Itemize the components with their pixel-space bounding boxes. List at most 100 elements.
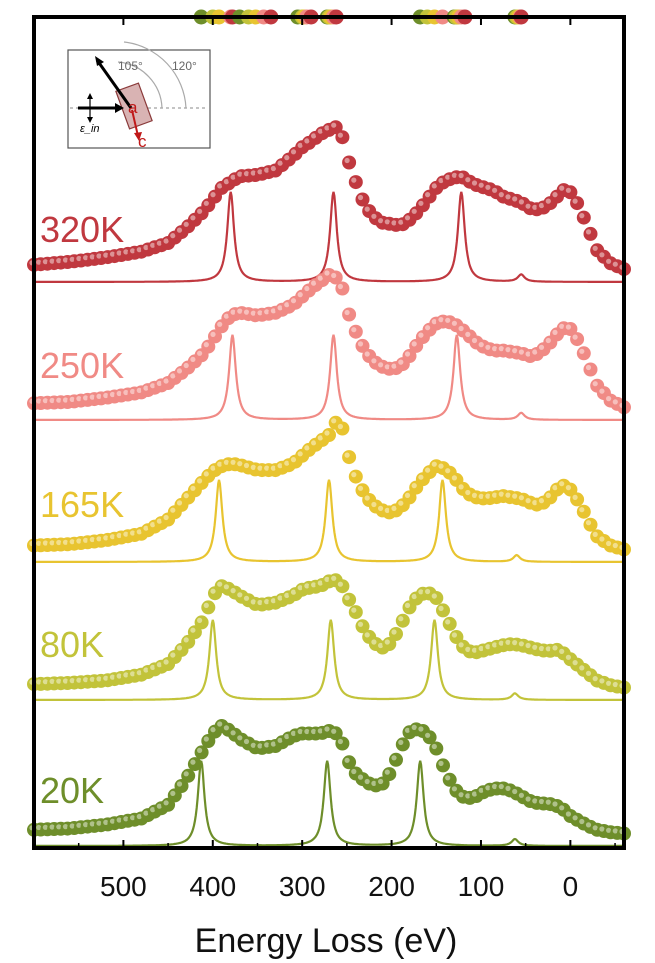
data-point-highlight — [471, 791, 478, 797]
data-point-highlight — [458, 172, 464, 179]
data-point — [570, 196, 585, 211]
data-point-highlight — [545, 646, 551, 652]
data-point — [335, 579, 350, 594]
data-point-highlight — [150, 242, 156, 248]
data-point-highlight — [384, 507, 390, 513]
series-80K: 80K — [27, 573, 631, 701]
data-point-highlight — [599, 678, 605, 684]
data-point-highlight — [606, 827, 612, 833]
inset-polarization-label: ε_in — [80, 123, 100, 135]
data-point-highlight — [217, 461, 223, 467]
data-point-highlight — [606, 258, 612, 264]
data-point-highlight — [465, 331, 471, 337]
x-tick-label: 400 — [189, 871, 236, 902]
data-point-highlight — [62, 539, 69, 545]
data-point-highlight — [384, 639, 390, 645]
data-point-highlight — [257, 465, 263, 471]
data-point-highlight — [431, 461, 437, 467]
data-point — [181, 768, 196, 783]
data-point-highlight — [425, 325, 431, 331]
data-point-highlight — [277, 463, 283, 469]
data-point-highlight — [391, 505, 397, 511]
data-point-highlight — [518, 199, 525, 205]
data-point-highlight — [257, 743, 263, 749]
series-label-250K: 250K — [40, 345, 124, 386]
data-point-highlight — [337, 423, 343, 430]
data-point-highlight — [505, 194, 511, 200]
data-point-highlight — [378, 778, 384, 785]
data-point-highlight — [505, 639, 511, 645]
data-point-highlight — [317, 435, 323, 441]
data-point-highlight — [512, 788, 518, 795]
data-point-highlight — [404, 492, 411, 498]
data-point-highlight — [331, 575, 337, 581]
data-point-highlight — [404, 351, 411, 357]
data-point-highlight — [297, 451, 303, 457]
data-point — [335, 421, 350, 436]
data-point-highlight — [538, 645, 545, 652]
data-point-highlight — [49, 678, 55, 685]
data-point-highlight — [163, 378, 169, 384]
data-point-highlight — [458, 792, 464, 798]
data-point-highlight — [156, 380, 162, 386]
x-tick-label: 100 — [458, 871, 505, 902]
data-point-highlight — [525, 796, 531, 802]
data-point-highlight — [552, 645, 558, 651]
data-point-highlight — [337, 283, 343, 290]
data-point-highlight — [465, 177, 471, 183]
data-point-highlight — [518, 349, 525, 355]
inset-angle-120: 120° — [172, 59, 197, 73]
data-point-highlight — [559, 185, 565, 191]
data-point-highlight — [284, 155, 290, 161]
data-point-highlight — [344, 157, 350, 164]
data-point — [576, 210, 591, 225]
data-point — [395, 613, 410, 628]
series-165K: 165K — [27, 415, 631, 563]
data-point-highlight — [197, 747, 203, 754]
data-point-highlight — [237, 308, 243, 314]
data-point-highlight — [42, 824, 49, 830]
data-point-highlight — [49, 258, 55, 264]
data-point-highlight — [257, 599, 263, 606]
data-point-highlight — [183, 493, 189, 499]
data-point-highlight — [478, 645, 484, 652]
data-point-highlight — [532, 500, 538, 506]
data-point-highlight — [203, 602, 209, 609]
data-point-highlight — [304, 138, 310, 144]
series-dots-165K — [27, 415, 631, 557]
data-point-highlight — [512, 493, 518, 499]
x-tick-label: 200 — [368, 871, 415, 902]
series-line-250K — [34, 334, 624, 421]
data-point-highlight — [210, 465, 216, 471]
data-point-highlight — [485, 785, 491, 791]
data-point-highlight — [592, 676, 598, 682]
data-point-highlight — [230, 309, 236, 315]
inset-incident-arrow — [95, 59, 133, 109]
data-point-highlight — [552, 192, 558, 198]
data-point — [436, 603, 450, 618]
data-point-highlight — [237, 735, 243, 741]
data-point-highlight — [451, 786, 457, 792]
data-point-highlight — [76, 677, 82, 683]
x-tick-label: 300 — [279, 871, 326, 902]
data-point-highlight — [451, 320, 457, 326]
data-point-highlight — [49, 824, 55, 830]
data-point — [583, 226, 598, 241]
data-point-highlight — [304, 445, 310, 451]
data-point-highlight — [311, 728, 317, 735]
data-point-highlight — [170, 652, 176, 658]
data-point-highlight — [364, 495, 370, 501]
data-point-highlight — [445, 174, 451, 180]
data-point-highlight — [538, 344, 545, 350]
data-point-highlight — [297, 292, 303, 298]
data-point-highlight — [83, 395, 89, 401]
data-point-highlight — [579, 665, 585, 671]
data-point-highlight — [237, 592, 243, 598]
data-point-highlight — [471, 180, 478, 186]
data-point-highlight — [297, 142, 303, 148]
data-point-highlight — [311, 440, 317, 446]
data-point-highlight — [49, 540, 55, 546]
data-point-highlight — [150, 522, 156, 528]
data-point-highlight — [357, 774, 364, 780]
data-point-highlight — [76, 255, 82, 262]
